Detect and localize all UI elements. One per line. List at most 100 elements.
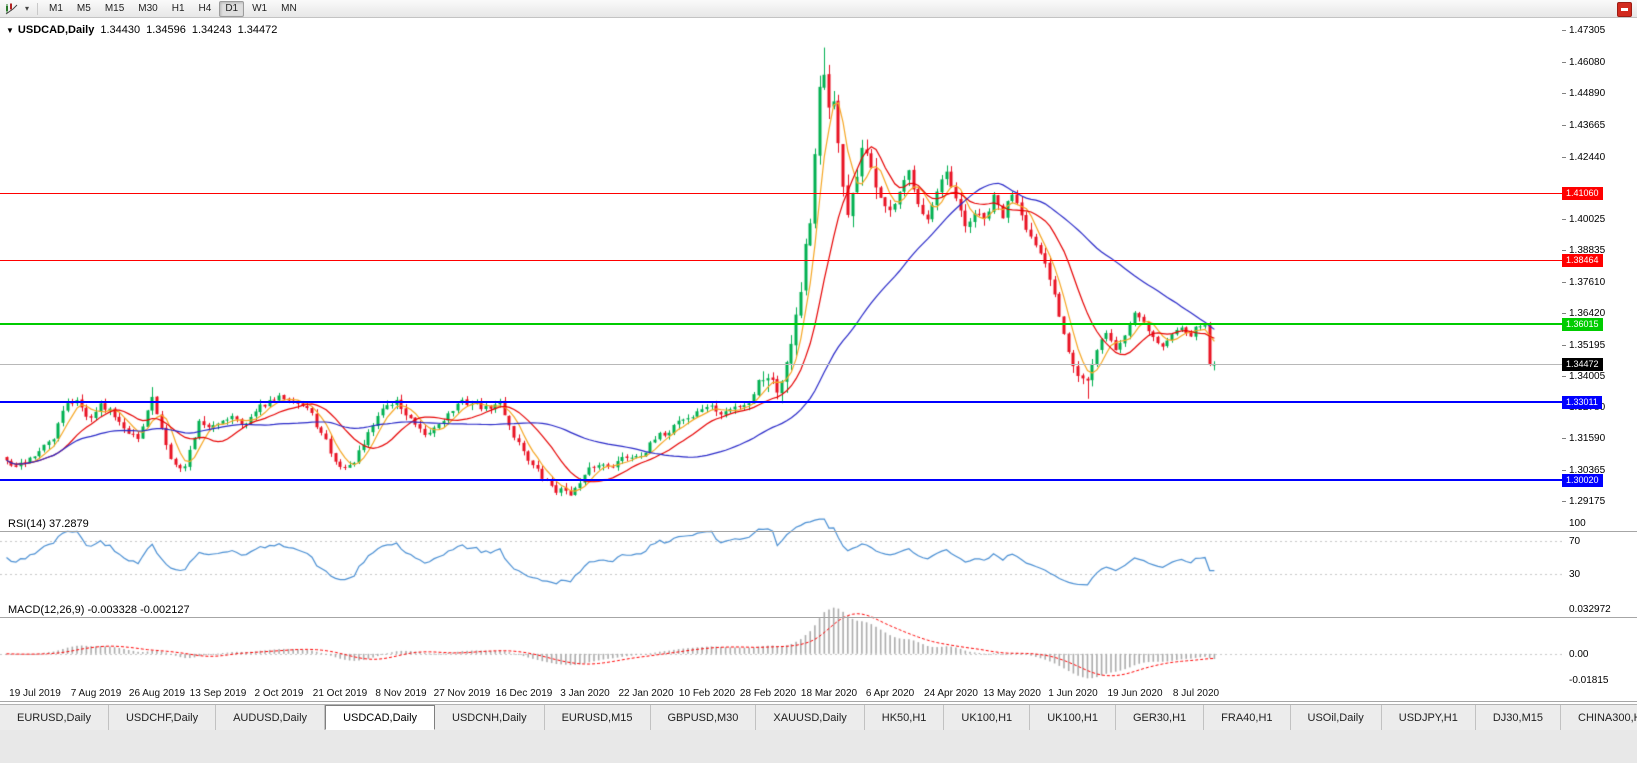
- tick-mark: [1562, 30, 1566, 31]
- date-label: 16 Dec 2019: [495, 688, 553, 699]
- tick-mark: [1562, 313, 1566, 314]
- date-label: 7 Aug 2019: [70, 688, 122, 699]
- chart-type-dropdown-caret[interactable]: ▾: [24, 4, 29, 13]
- timeframe-button-w1[interactable]: W1: [252, 2, 268, 14]
- price-line-label-1-41060: 1.41060: [1562, 187, 1603, 200]
- price-hline-1-38464[interactable]: [0, 260, 1562, 261]
- timeframe-buttons: M1 M5 M15 M30 H1 H4 D1 W1 MN: [43, 0, 303, 17]
- chart-tab-dj30-m15[interactable]: DJ30,M15: [1475, 705, 1561, 730]
- price-hline-1-36015[interactable]: [0, 323, 1562, 325]
- tick-label: 1.36420: [1569, 308, 1606, 319]
- chart-tab-usoil-daily[interactable]: USOil,Daily: [1290, 705, 1382, 730]
- date-label: 10 Feb 2020: [678, 688, 736, 699]
- chart-tab-fra40-h1[interactable]: FRA40,H1: [1204, 705, 1291, 730]
- pane-separator[interactable]: [0, 531, 1637, 532]
- tick-label: 1.35195: [1569, 340, 1606, 351]
- timeframe-button-m1[interactable]: M1: [49, 2, 63, 14]
- tick-mark: [1562, 62, 1566, 63]
- chart-tab-usdcad-daily[interactable]: USDCAD,Daily: [325, 705, 436, 730]
- price-hline-1-33011[interactable]: [0, 401, 1562, 403]
- tick-mark: [1562, 282, 1566, 283]
- tick-mark: [1562, 93, 1566, 94]
- tick-mark: [1562, 219, 1566, 220]
- pane-separator[interactable]: [0, 701, 1637, 702]
- tick-label: 1.29175: [1569, 496, 1606, 507]
- price-axis-tick: 1.47305: [1562, 25, 1605, 36]
- timeframe-button-m15[interactable]: M15: [104, 2, 125, 14]
- date-label: 13 May 2020: [983, 688, 1041, 699]
- pane-separator[interactable]: [0, 617, 1637, 618]
- price-axis[interactable]: 1.47305 1.46080 1.44890 1.43665 1.42440 1.400…: [1562, 18, 1637, 686]
- tick-label: 70: [1569, 536, 1581, 547]
- price-axis-tick: 1.37610: [1562, 277, 1605, 288]
- rsi-level-label: 100: [1562, 518, 1586, 529]
- tick-label: 1.31590: [1569, 433, 1606, 444]
- price-line-label-1-36015: 1.36015: [1562, 318, 1603, 331]
- tick-label: 100: [1569, 518, 1586, 529]
- date-label: 19 Jul 2019: [9, 688, 61, 699]
- chart-window: ▼ USDCAD,Daily 1.34430 1.34596 1.34243 1.3447…: [0, 18, 1637, 704]
- timeframe-button-d1[interactable]: D1: [219, 0, 245, 17]
- tick-mark: [1562, 470, 1566, 471]
- ohlc-open: 1.34430: [100, 24, 141, 36]
- status-bar: [0, 729, 1637, 763]
- ohlc-low: 1.34243: [191, 24, 232, 36]
- price-axis-tick: 1.43665: [1562, 120, 1605, 131]
- chart-tab-usdjpy-h1[interactable]: USDJPY,H1: [1381, 705, 1476, 730]
- toolbar-red-icon[interactable]: [1617, 2, 1632, 17]
- tick-label: -0.01815: [1569, 675, 1609, 686]
- chart-tab-china300-h4[interactable]: CHINA300,H4: [1561, 705, 1637, 730]
- timeframe-button-h4[interactable]: H4: [198, 2, 212, 14]
- chart-tab-audusd-daily[interactable]: AUDUSD,Daily: [216, 705, 326, 730]
- price-axis-tick: 1.38835: [1562, 245, 1605, 256]
- tick-mark: [1562, 501, 1566, 502]
- chart-tab-ger30-h1[interactable]: GER30,H1: [1115, 705, 1205, 730]
- tick-label: 1.37610: [1569, 277, 1606, 288]
- tick-label: 0.032972: [1569, 604, 1611, 615]
- chart-menu-caret-icon[interactable]: ▼: [6, 26, 14, 35]
- macd-indicator-label: MACD(12,26,9) -0.003328 -0.002127: [8, 604, 190, 616]
- tick-mark: [1562, 376, 1566, 377]
- rsi-level-label: 70: [1562, 536, 1580, 547]
- chart-tab-usdcnh-daily[interactable]: USDCNH,Daily: [435, 705, 545, 730]
- tick-label: 0.00: [1569, 649, 1589, 660]
- tick-label: 1.30365: [1569, 465, 1606, 476]
- rsi-indicator-label: RSI(14) 37.2879: [8, 518, 89, 530]
- timeframe-button-h1[interactable]: H1: [171, 2, 185, 14]
- chart-tab-eurusd-daily[interactable]: EURUSD,Daily: [0, 705, 109, 730]
- tick-label: 1.34005: [1569, 371, 1606, 382]
- timeframe-button-m5[interactable]: M5: [76, 2, 91, 14]
- timeframe-button-mn[interactable]: MN: [281, 2, 297, 14]
- price-line-label-1-30020: 1.30020: [1562, 474, 1603, 487]
- timeframe-button-m30[interactable]: M30: [138, 2, 158, 14]
- chart-tab-uk100-h1[interactable]: UK100,H1: [944, 705, 1031, 730]
- chart-tab-uk100-h1[interactable]: UK100,H1: [1030, 705, 1116, 730]
- price-hline-1-30020[interactable]: [0, 479, 1562, 481]
- chart-overlays: [0, 18, 1562, 684]
- tick-mark: [1562, 157, 1566, 158]
- price-hline-1-41060[interactable]: [0, 193, 1562, 194]
- chart-tab-xauusd-daily[interactable]: XAUUSD,Daily: [756, 705, 865, 730]
- date-label: 2 Oct 2019: [254, 688, 304, 699]
- chart-tab-eurusd-m15[interactable]: EURUSD,M15: [544, 705, 651, 730]
- candlestick-chart-icon: [5, 3, 17, 15]
- price-axis-tick: 1.44890: [1562, 88, 1605, 99]
- price-axis-tick: 1.34005: [1562, 371, 1605, 382]
- date-label: 8 Nov 2019: [375, 688, 427, 699]
- macd-axis-label: 0.032972: [1562, 604, 1611, 615]
- chart-tab-hk50-h1[interactable]: HK50,H1: [864, 705, 945, 730]
- price-axis-tick: 1.36420: [1562, 308, 1605, 319]
- tick-label: 1.38835: [1569, 245, 1606, 256]
- chart-tab-gbpusd-m30[interactable]: GBPUSD,M30: [650, 705, 757, 730]
- time-axis[interactable]: 19 Jul 2019 7 Aug 2019 26 Aug 2019 13 Sep 2…: [0, 684, 1562, 704]
- chart-type-icon[interactable]: [3, 1, 19, 16]
- date-label: 8 Jul 2020: [1172, 688, 1220, 699]
- price-axis-tick: 1.42440: [1562, 152, 1605, 163]
- macd-axis-label: 0.00: [1562, 649, 1588, 660]
- date-label: 13 Sep 2019: [189, 688, 247, 699]
- chart-tab-usdchf-daily[interactable]: USDCHF,Daily: [108, 705, 217, 730]
- ohlc-close: 1.34472: [237, 24, 278, 36]
- price-chart-canvas[interactable]: [0, 18, 1562, 684]
- tick-mark: [1562, 125, 1566, 126]
- price-axis-tick: 1.40025: [1562, 214, 1605, 225]
